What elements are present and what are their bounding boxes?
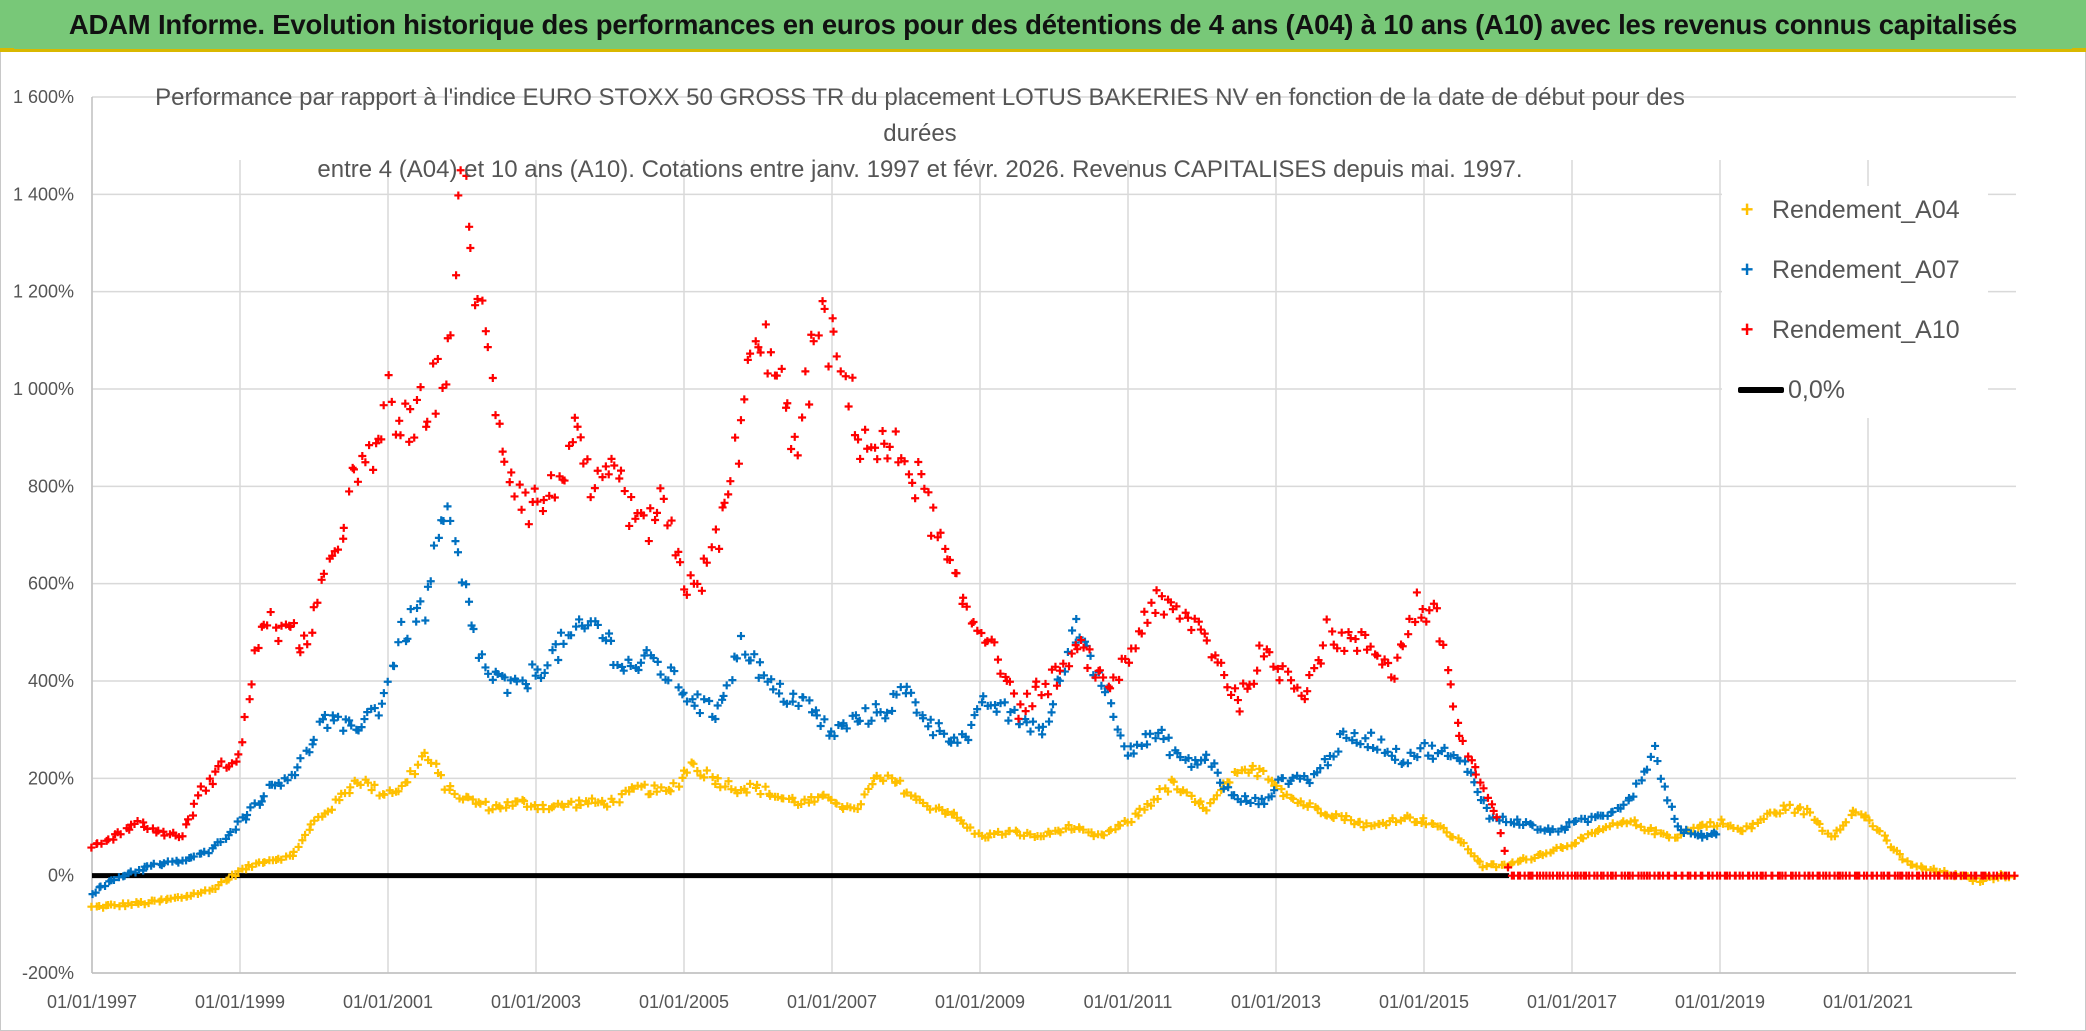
y-tick-label: 1 000% [13, 379, 74, 399]
x-tick-label: 01/01/1997 [47, 992, 137, 1012]
x-tick-label: 01/01/2003 [491, 992, 581, 1012]
x-tick-label: 01/01/2017 [1527, 992, 1617, 1012]
x-tick-label: 01/01/2015 [1379, 992, 1469, 1012]
y-tick-label: 1 600% [13, 87, 74, 107]
y-tick-label: 1 200% [13, 282, 74, 302]
legend-label: Rendement_A10 [1772, 315, 1960, 344]
legend-item-zero: 0,0% [1722, 372, 1845, 408]
x-tick-label: 01/01/1999 [195, 992, 285, 1012]
legend-item-a10: + Rendement_A10 [1722, 312, 1960, 348]
legend-item-a04: + Rendement_A04 [1722, 192, 1960, 228]
report-title: ADAM Informe. Evolution historique des p… [68, 8, 2018, 40]
y-tick-label: 600% [28, 574, 74, 594]
y-tick-label: 1 400% [13, 184, 74, 204]
x-tick-label: 01/01/2021 [1823, 992, 1913, 1012]
legend-label: 0,0% [1788, 375, 1845, 404]
point-markers [87, 166, 2019, 880]
y-axis: -200% 0% 200% 400% 600% 800% 1 000% 1 200% 1 400… [13, 87, 74, 983]
header-left-accent [0, 48, 14, 52]
chart-title-line2: entre 4 (A04) et 10 ans (A10). Cotations… [317, 156, 1523, 183]
series-Rendement_A04 [87, 748, 2019, 912]
y-tick-label: 400% [28, 671, 74, 691]
x-tick-label: 01/01/2019 [1675, 992, 1765, 1012]
line-marker-icon [1738, 387, 1784, 393]
x-axis: 01/01/1997 01/01/1999 01/01/2001 01/01/2003… [47, 992, 1913, 1012]
chart-title: Performance par rapport à l'indice EURO … [120, 80, 1720, 188]
x-tick-label: 01/01/2001 [343, 992, 433, 1012]
chart-title-line1: Performance par rapport à l'indice EURO … [155, 84, 1685, 147]
point-markers [88, 502, 1721, 899]
plus-marker-icon: + [1740, 317, 1754, 342]
series-points [87, 166, 2019, 912]
x-tick-label: 01/01/2011 [1084, 992, 1173, 1012]
x-tick-label: 01/01/2013 [1231, 992, 1321, 1012]
x-tick-label: 01/01/2009 [935, 992, 1025, 1012]
legend-label: Rendement_A04 [1772, 195, 1960, 224]
y-tick-label: 0% [48, 866, 74, 886]
plus-marker-icon: + [1740, 257, 1754, 282]
y-tick-label: 800% [28, 476, 74, 496]
y-tick-label: -200% [22, 963, 74, 983]
point-markers [87, 748, 2019, 912]
header-right-accent [2072, 48, 2086, 52]
series-Rendement_A07 [88, 502, 1721, 899]
legend-item-a07: + Rendement_A07 [1722, 252, 1960, 288]
legend-label: Rendement_A07 [1772, 255, 1960, 284]
y-tick-label: 200% [28, 768, 74, 788]
plus-marker-icon: + [1740, 197, 1754, 222]
report-header: ADAM Informe. Evolution historique des p… [0, 0, 2086, 52]
x-tick-label: 01/01/2005 [639, 992, 729, 1012]
legend: + Rendement_A04 + Rendement_A07 + Rendem… [1722, 186, 1988, 418]
series-Rendement_A10 [87, 166, 2019, 880]
x-tick-label: 01/01/2007 [787, 992, 877, 1012]
